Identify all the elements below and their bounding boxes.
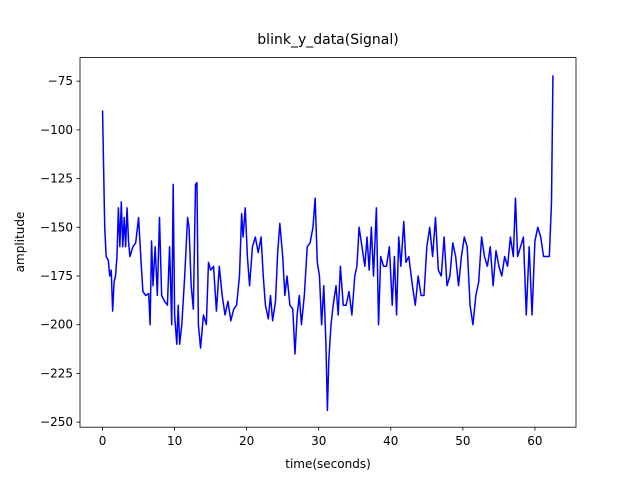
x-tick-label: 50: [455, 434, 470, 448]
y-tick-label: −150: [40, 220, 73, 234]
y-tick-label: −75: [48, 74, 73, 88]
y-tick-label: −200: [40, 318, 73, 332]
y-tick-label: −250: [40, 415, 73, 429]
y-tick-label: −100: [40, 123, 73, 137]
y-tick-label: −225: [40, 366, 73, 380]
data-line: [101, 75, 554, 412]
x-tick-label: 60: [527, 434, 542, 448]
x-tick-label: 20: [239, 434, 254, 448]
axes-frame: [79, 57, 577, 428]
x-tick-label: 0: [99, 434, 107, 448]
y-axis-label: amplitude: [13, 212, 27, 273]
y-tick-label: −175: [40, 269, 73, 283]
x-tick-label: 10: [167, 434, 182, 448]
y-tick-label: −125: [40, 172, 73, 186]
chart-title: blink_y_data(Signal): [257, 32, 398, 48]
x-axis-label: time(seconds): [285, 457, 371, 471]
x-tick-label: 40: [383, 434, 398, 448]
x-tick-label: 30: [311, 434, 326, 448]
